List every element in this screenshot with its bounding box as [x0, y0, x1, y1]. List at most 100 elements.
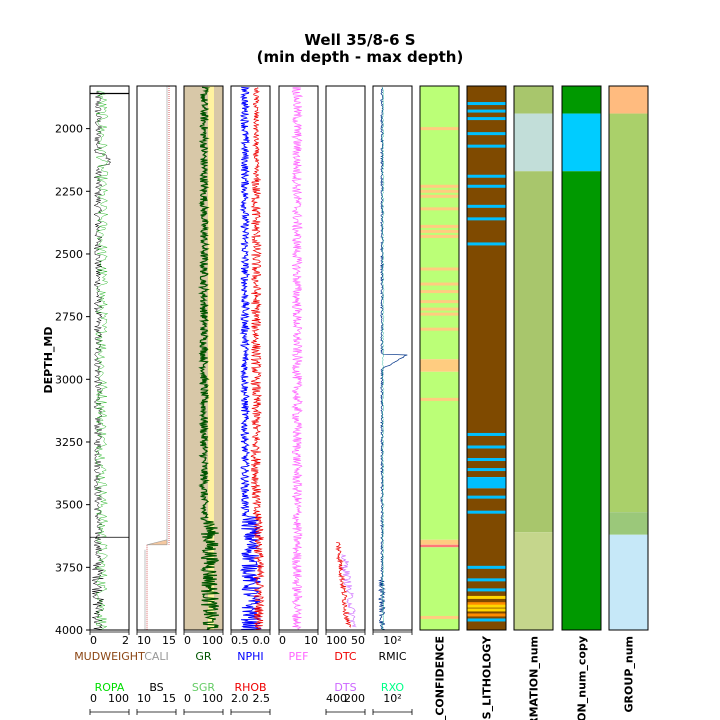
category-stripe: [420, 327, 459, 331]
curve-name-sgr: SGR: [192, 681, 216, 694]
chart-subtitle: (min depth - max depth): [257, 48, 464, 66]
category-stripe: [420, 282, 459, 286]
category-stripe: [420, 127, 459, 131]
y-tick-label: 3000: [55, 373, 83, 386]
category-frame: [466, 85, 507, 631]
curve-name-nphi: NPHI: [237, 650, 263, 663]
curve-name-pef: PEF: [289, 650, 309, 663]
category-stripe: [467, 204, 506, 208]
nphi-curve: [239, 86, 262, 630]
category-stripe: [467, 109, 506, 113]
gr-curve: [197, 86, 220, 631]
curve-name-gr: GR: [195, 650, 212, 663]
category-segment: [562, 86, 601, 114]
category-track-label: GROUP_num: [623, 636, 636, 712]
category-stripe: [420, 234, 459, 238]
category-stripe: [420, 307, 459, 311]
category-track-label: RMATION_num: [528, 636, 541, 720]
category-segment: [420, 359, 459, 372]
curve-name-rhob: RHOB: [234, 681, 266, 694]
category-stripe: [420, 184, 459, 188]
cali-washout-fill: [146, 539, 168, 546]
curve-name-rmic: RMIC: [378, 650, 406, 663]
y-tick-label: 3500: [55, 499, 83, 512]
track-frame: [372, 85, 413, 631]
ropa-curve: [91, 90, 112, 630]
category-frame: [608, 85, 649, 631]
track-frame: [89, 85, 130, 631]
scale-tick-label: 100: [108, 692, 129, 705]
category-stripe: [420, 267, 459, 271]
category-stripe: [420, 300, 459, 304]
plot-area: DEPTH_MD20002250250027503000325035003750…: [42, 85, 649, 720]
y-axis-label: DEPTH_MD: [42, 327, 55, 394]
category-segment: [609, 512, 648, 535]
category-stripe: [420, 207, 459, 211]
scale-tick-label: 100: [326, 634, 347, 647]
category-stripe: [467, 578, 506, 582]
scale-tick-label: 100: [202, 634, 223, 647]
track-frame: [230, 85, 271, 631]
scale-tick-label: 0: [90, 634, 97, 647]
category-segment: [420, 86, 459, 360]
curve-name-bs: BS: [149, 681, 163, 694]
curve-name-cali: CALI: [144, 650, 169, 663]
y-tick-label: 3750: [55, 561, 83, 574]
scale-tick-label: 10²: [383, 634, 401, 647]
category-stripe: [420, 312, 459, 316]
category-stripe: [467, 588, 506, 592]
category-stripe: [467, 595, 506, 599]
category-frame: [561, 85, 602, 631]
category-stripe: [467, 602, 506, 606]
category-segment: [420, 544, 459, 548]
category-segment: [514, 86, 553, 114]
category-segment: [609, 534, 648, 630]
category-track-label: TION_num_copy: [576, 636, 589, 720]
category-stripe: [420, 189, 459, 193]
category-stripe: [467, 604, 506, 608]
curve-name-dtc: DTC: [334, 650, 357, 663]
category-stripe: [467, 618, 506, 622]
category-stripe: [467, 432, 506, 436]
mudweight-curve: [95, 90, 109, 630]
category-segment: [514, 171, 553, 533]
scale-tick-label: 200: [344, 692, 365, 705]
curve-name-ropa: ROPA: [95, 681, 125, 694]
category-stripe: [467, 102, 506, 106]
y-tick-label: 2500: [55, 248, 83, 261]
curve-name-rxo: RXO: [381, 681, 404, 694]
category-stripe: [420, 224, 459, 228]
scale-tick-label: 2.5: [253, 692, 271, 705]
scale-tick-label: 100: [202, 692, 223, 705]
scale-tick-label: 0.5: [231, 634, 249, 647]
scale-tick-label: 10: [304, 634, 318, 647]
category-stripe: [420, 194, 459, 198]
category-stripe: [467, 184, 506, 188]
category-stripe: [467, 468, 506, 472]
category-stripe: [467, 174, 506, 178]
category-frame: [419, 85, 460, 631]
pef-curve: [291, 86, 304, 630]
scale-tick-label: 0: [184, 692, 191, 705]
category-track-label: S_CONFIDENCE: [434, 636, 447, 720]
category-segment: [609, 113, 648, 513]
gr-sand-fill: [208, 86, 214, 630]
scale-tick-label: 50: [351, 634, 365, 647]
track-frame: [136, 85, 177, 631]
category-stripe: [467, 217, 506, 221]
category-track-label: ES_LITHOLOGY: [481, 635, 494, 720]
category-stripe: [467, 458, 506, 462]
rmic-curve: [378, 87, 408, 630]
scale-tick-label: 400: [326, 692, 347, 705]
category-segment: [562, 171, 601, 630]
y-tick-label: 2250: [55, 185, 83, 198]
curve-name-mudweight: MUDWEIGHT: [74, 650, 145, 663]
scale-tick-label: 10²: [383, 692, 401, 705]
category-stripe: [467, 495, 506, 499]
dtc-curve: [335, 541, 352, 628]
category-frame: [513, 85, 554, 631]
category-stripe: [420, 615, 459, 619]
category-segment: [467, 86, 506, 478]
category-segment: [467, 477, 506, 489]
